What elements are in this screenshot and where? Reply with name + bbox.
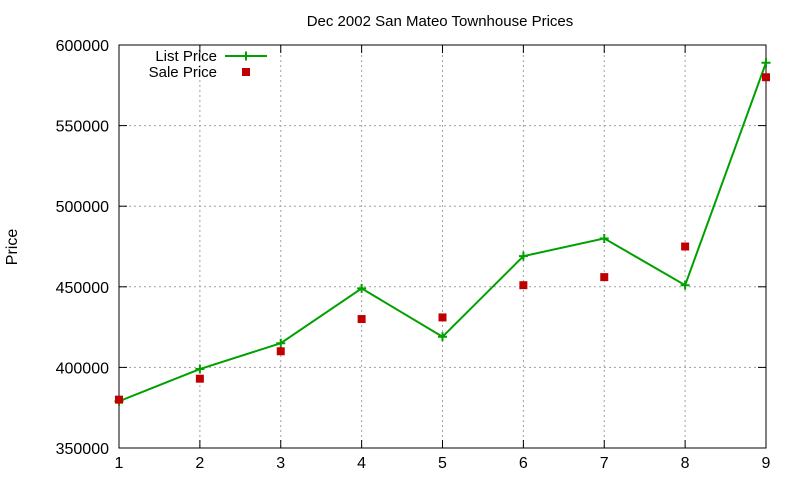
data-point <box>681 242 690 251</box>
legend-marker <box>242 68 250 76</box>
data-point <box>195 374 204 383</box>
legend-label: Sale Price <box>149 64 217 81</box>
data-point <box>357 283 367 293</box>
data-point <box>519 281 528 290</box>
data-point <box>357 315 366 324</box>
data-point <box>762 73 770 82</box>
x-tick-label: 9 <box>762 455 771 472</box>
y-tick-label: 550000 <box>56 119 109 136</box>
legend-label: List Price <box>155 48 217 65</box>
data-point <box>680 280 690 290</box>
data-point <box>600 273 609 282</box>
y-tick-label: 350000 <box>56 441 109 458</box>
data-point <box>599 233 609 243</box>
x-tick-label: 5 <box>438 455 447 472</box>
data-point <box>761 58 771 68</box>
series-sale-price <box>115 73 770 404</box>
legend-entry: Sale Price <box>149 64 250 81</box>
data-point <box>438 313 447 322</box>
y-tick-label: 400000 <box>56 360 109 377</box>
axis-ticks: 1 2 3 4 5 6 7 8 9 350000 400000 450000 500000 550000 6… <box>56 38 771 472</box>
x-tick-label: 1 <box>115 455 124 472</box>
chart-title: Dec 2002 San Mateo Townhouse Prices <box>307 13 574 30</box>
x-tick-label: 4 <box>357 455 366 472</box>
data-point <box>438 332 447 342</box>
legend-marker <box>241 51 251 61</box>
y-tick-label: 500000 <box>56 199 109 216</box>
legend-entry: List Price <box>155 48 267 65</box>
y-tick-label: 450000 <box>56 280 109 297</box>
data-point <box>276 338 286 348</box>
data-point <box>518 251 528 261</box>
y-axis-label: Price <box>4 229 21 266</box>
x-tick-label: 2 <box>195 455 204 472</box>
data-point <box>115 395 123 404</box>
data-point <box>276 347 285 356</box>
x-tick-label: 8 <box>681 455 690 472</box>
x-tick-label: 7 <box>600 455 609 472</box>
x-tick-label: 6 <box>519 455 528 472</box>
grid <box>119 45 766 448</box>
y-tick-label: 600000 <box>56 38 109 55</box>
series-layer <box>114 58 771 406</box>
data-point <box>195 364 205 374</box>
x-tick-label: 3 <box>276 455 285 472</box>
